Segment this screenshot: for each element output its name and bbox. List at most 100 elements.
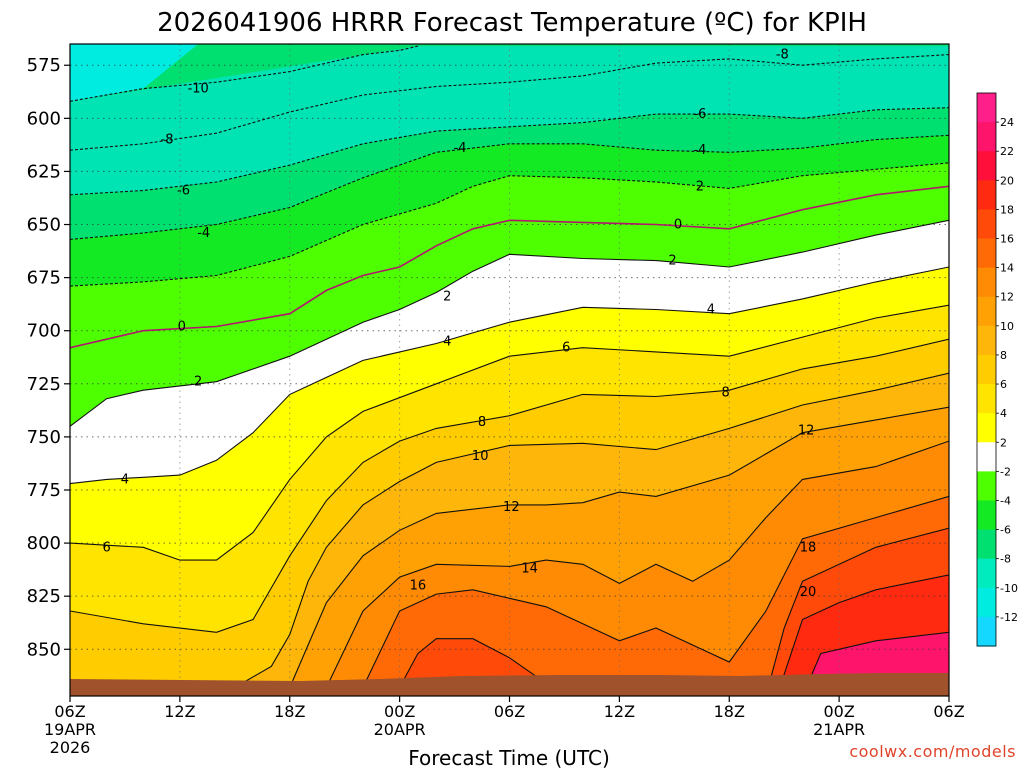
contour-minus-8	[70, 54, 949, 151]
x-tick-label: 06Z	[933, 702, 964, 721]
x-tick-label: 12Z	[604, 702, 635, 721]
colorbar-label: 6	[1000, 378, 1007, 391]
x-tick-label: 00Z	[384, 702, 415, 721]
fill-band-to-16	[223, 496, 949, 696]
x-tick-label: 12Z	[164, 702, 195, 721]
contour-label: 2	[668, 254, 676, 269]
colorbar-swatch	[977, 558, 996, 589]
y-tick-label: 850	[27, 639, 61, 660]
fill-band-below-minus-12	[70, 44, 199, 102]
colorbar-swatch	[977, 500, 996, 531]
contour-label: -4	[693, 143, 706, 158]
contour-minus-6	[70, 107, 949, 196]
y-tick-label: 650	[27, 215, 61, 236]
x-tick-year: 2026	[50, 738, 91, 757]
y-tick-label: 825	[27, 586, 61, 607]
colorbar-swatch	[977, 180, 996, 211]
contour-label: -4	[197, 226, 210, 241]
y-tick-label: 600	[27, 108, 61, 129]
y-axis-ticks: 575 600 625 650 675 700 725 750 775 800 825 850	[27, 55, 70, 660]
colorbar-label: -8	[1000, 553, 1011, 566]
colorbar-label: 14	[1000, 262, 1014, 275]
colorbar-swatch	[977, 238, 996, 269]
contour-label: 2	[443, 290, 451, 305]
y-tick-label: 700	[27, 321, 61, 342]
contour-label: -6	[177, 184, 190, 199]
colorbar-label: -2	[1000, 465, 1011, 478]
y-tick-label: 575	[27, 55, 61, 76]
contour-label: 2	[696, 179, 704, 194]
contour-label: 4	[121, 472, 129, 487]
colorbar-label: -4	[1000, 494, 1011, 507]
x-tick-date: 21APR	[813, 720, 865, 739]
contour-label: 12	[798, 424, 815, 439]
contour-label: 2	[194, 375, 202, 390]
colorbar-swatch	[977, 442, 996, 472]
colorbar-label: 10	[1000, 320, 1014, 333]
colorbar-label: 2	[1000, 436, 1007, 449]
x-tick-date: 19APR	[44, 720, 96, 739]
colorbar-swatch	[977, 354, 996, 385]
contour-label: 14	[521, 562, 538, 577]
contour-label: 16	[410, 579, 427, 594]
contour-label: 0	[674, 218, 682, 233]
contour-12	[289, 406, 949, 688]
contour-label: 10	[472, 449, 489, 464]
colorbar-swatch	[977, 616, 996, 647]
contour-16	[362, 495, 949, 688]
contour-label: 20	[800, 585, 817, 600]
contour-label: -8	[776, 48, 789, 63]
contour-minus-4	[70, 134, 949, 240]
colorbar-swatch	[977, 296, 996, 327]
contour-label: -6	[693, 107, 706, 122]
contour-10	[234, 372, 949, 688]
colorbar-label: 18	[1000, 203, 1014, 216]
y-tick-label: 675	[27, 268, 61, 289]
contour-2	[70, 219, 949, 427]
x-tick-label: 00Z	[823, 702, 854, 721]
contour-label: -10	[188, 82, 209, 97]
colorbar-swatch	[977, 93, 996, 123]
contour-lines	[70, 45, 949, 696]
y-tick-label: 800	[27, 533, 61, 554]
colorbar-label: -6	[1000, 524, 1011, 537]
contour-label: 6	[562, 341, 570, 356]
fill-band-to-18	[243, 528, 949, 696]
chart-title: 2026041906 HRRR Forecast Temperature (ºC…	[157, 8, 867, 38]
colorbar-swatch	[977, 471, 996, 502]
contour-label: -4	[454, 141, 467, 156]
contour-label: 8	[721, 385, 729, 400]
y-tick-label: 750	[27, 427, 61, 448]
contour-label: 8	[478, 415, 486, 430]
x-axis-label: Forecast Time (UTC)	[408, 746, 610, 768]
contour-20	[776, 574, 949, 696]
contour-4	[70, 266, 949, 485]
contour-6	[70, 304, 949, 561]
colorbar-swatch	[977, 209, 996, 240]
colorbar-swatch	[977, 384, 996, 414]
terrain-ground	[70, 673, 949, 696]
colorbar-swatch	[977, 151, 996, 181]
x-tick-date: 20APR	[374, 720, 426, 739]
y-tick-label: 775	[27, 480, 61, 501]
contour-label: 18	[800, 540, 817, 555]
colorbar-swatch	[977, 122, 996, 152]
contour-label: 4	[443, 334, 451, 349]
y-tick-label: 725	[27, 374, 61, 395]
colorbar-label: 4	[1000, 407, 1007, 420]
x-tick-label: 18Z	[714, 702, 745, 721]
contour-labels: -10-8-8-6-6-4-4-420022244466881012121414…	[102, 48, 816, 690]
colorbar-label: 8	[1000, 349, 1007, 362]
credit-link[interactable]: coolwx.com/models	[849, 742, 1016, 761]
colorbar-label: 24	[1000, 116, 1014, 129]
plot-area: -10-8-8-6-6-4-4-420022244466881012121414…	[70, 44, 949, 696]
contour-label: 12	[503, 500, 520, 515]
colorbar-swatch	[977, 413, 996, 443]
colorbar-swatch	[977, 325, 996, 356]
colorbar-label: 12	[1000, 291, 1014, 304]
contour-label: -8	[161, 133, 174, 148]
colorbar-label: 20	[1000, 174, 1014, 187]
colorbar-label: 22	[1000, 145, 1014, 158]
